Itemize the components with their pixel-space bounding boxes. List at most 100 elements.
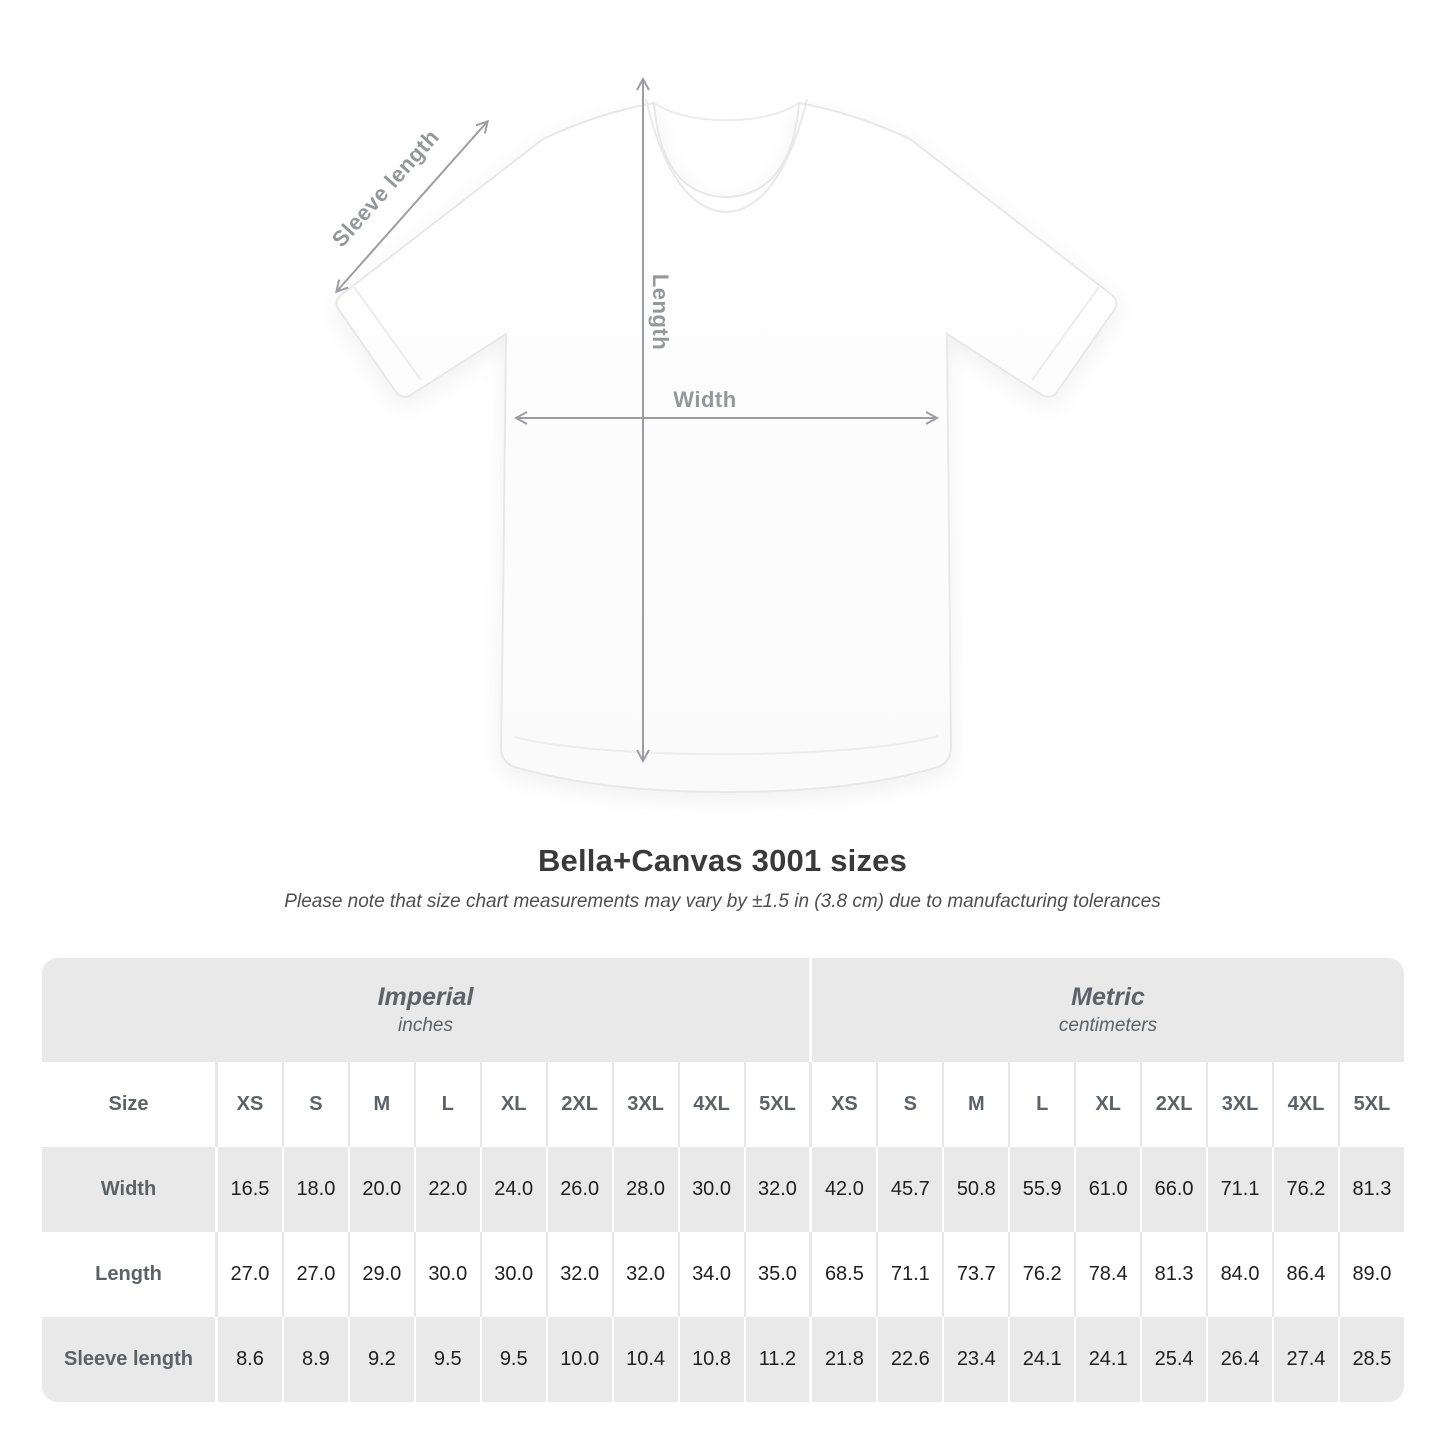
width-label: Width	[673, 387, 736, 412]
back-neck-seam	[653, 102, 800, 122]
value-cell-imperial: 34.0	[677, 1232, 744, 1317]
value-cell-imperial: 10.4	[611, 1317, 678, 1402]
value-cell-metric: 81.3	[1337, 1147, 1404, 1232]
left-cuff-seam	[353, 286, 422, 381]
value-cell-imperial: 30.0	[677, 1147, 744, 1232]
imperial-header: Imperial inches	[42, 958, 812, 1062]
size-chart-table: Imperial inches Metric centimeters Size X…	[42, 958, 1404, 1402]
page-title: Bella+Canvas 3001 sizes	[537, 843, 908, 878]
value-cell-imperial: 11.2	[743, 1317, 810, 1402]
size-corner-header: Size	[108, 1093, 149, 1115]
size-column-header-imperial: M	[347, 1062, 414, 1147]
table-row: Sleeve length 8.6 8.9 9.2 9.5 9.5 10.0 10.4 10.8…	[42, 1317, 1404, 1402]
value-cell-metric: 50.8	[942, 1147, 1008, 1232]
value-cell-imperial: 9.2	[347, 1317, 414, 1402]
size-column-header-metric: 5XL	[1337, 1062, 1404, 1147]
unit-header-row: Imperial inches Metric centimeters	[42, 958, 1404, 1062]
value-cell-metric: 76.2	[1272, 1147, 1338, 1232]
row-label: Length	[95, 1263, 162, 1285]
length-label: Length	[648, 274, 673, 350]
value-cell-metric: 24.1	[1074, 1317, 1140, 1402]
size-column-header-metric: 2XL	[1140, 1062, 1206, 1147]
value-cell-imperial: 20.0	[347, 1147, 414, 1232]
value-cell-imperial: 28.0	[611, 1147, 678, 1232]
row-label: Sleeve length	[64, 1348, 193, 1370]
table-row: Width 16.5 18.0 20.0 22.0 24.0 26.0 28.0 30.0 32.…	[42, 1147, 1404, 1232]
imperial-title: Imperial	[377, 983, 474, 1011]
size-column-header-imperial: 5XL	[743, 1062, 810, 1147]
tshirt-diagram: Sleeve length Length Width	[327, 76, 1118, 794]
size-column-header-imperial: 4XL	[677, 1062, 744, 1147]
hem-seam	[514, 735, 939, 756]
value-cell-imperial: 18.0	[281, 1147, 348, 1232]
size-column-header-imperial: S	[281, 1062, 348, 1147]
right-cuff-seam	[1031, 286, 1100, 381]
value-cell-metric: 78.4	[1074, 1232, 1140, 1317]
tshirt-svg: Sleeve length Length Width	[327, 76, 1118, 794]
value-cell-metric: 68.5	[809, 1232, 876, 1317]
value-cell-metric: 26.4	[1206, 1317, 1272, 1402]
size-column-header-imperial: XL	[479, 1062, 546, 1147]
value-cell-metric: 45.7	[876, 1147, 942, 1232]
value-cell-imperial: 9.5	[413, 1317, 480, 1402]
value-cell-imperial: 29.0	[347, 1232, 414, 1317]
value-cell-imperial: 27.0	[215, 1232, 282, 1317]
size-column-header-metric: L	[1008, 1062, 1074, 1147]
value-cell-metric: 61.0	[1074, 1147, 1140, 1232]
value-cell-imperial: 32.0	[611, 1232, 678, 1317]
value-cell-metric: 24.1	[1008, 1317, 1074, 1402]
size-column-header-imperial: L	[413, 1062, 480, 1147]
value-cell-imperial: 10.0	[545, 1317, 612, 1402]
value-cell-metric: 76.2	[1008, 1232, 1074, 1317]
tolerance-note: Please note that size chart measurements…	[284, 891, 1161, 912]
size-column-header-metric: S	[876, 1062, 942, 1147]
metric-unit: centimeters	[1058, 1015, 1158, 1036]
value-cell-metric: 89.0	[1337, 1232, 1404, 1317]
value-cell-metric: 84.0	[1206, 1232, 1272, 1317]
value-cell-imperial: 16.5	[215, 1147, 282, 1232]
value-cell-metric: 86.4	[1272, 1232, 1338, 1317]
value-cell-metric: 81.3	[1140, 1232, 1206, 1317]
metric-title: Metric	[1071, 983, 1145, 1011]
size-column-header-metric: XL	[1074, 1062, 1140, 1147]
value-cell-imperial: 30.0	[479, 1232, 546, 1317]
value-cell-imperial: 26.0	[545, 1147, 612, 1232]
value-cell-metric: 71.1	[876, 1232, 942, 1317]
value-cell-imperial: 22.0	[413, 1147, 480, 1232]
value-cell-metric: 71.1	[1206, 1147, 1272, 1232]
value-cell-metric: 55.9	[1008, 1147, 1074, 1232]
value-cell-imperial: 10.8	[677, 1317, 744, 1402]
value-cell-metric: 21.8	[809, 1317, 876, 1402]
collar-band	[645, 98, 808, 214]
value-cell-imperial: 35.0	[743, 1232, 810, 1317]
sleeve-length-arrow	[334, 119, 490, 294]
value-cell-imperial: 8.6	[215, 1317, 282, 1402]
table-row: Length 27.0 27.0 29.0 30.0 30.0 32.0 32.0 34.0 35…	[42, 1232, 1404, 1317]
value-cell-metric: 23.4	[942, 1317, 1008, 1402]
size-header-row: Size XS S M L XL 2XL 3XL 4XL 5XL XS S M L XL 2XL 3XL 4XL 5…	[42, 1062, 1404, 1147]
value-cell-imperial: 32.0	[743, 1147, 810, 1232]
size-column-header-metric: XS	[809, 1062, 876, 1147]
size-column-header-imperial: 2XL	[545, 1062, 612, 1147]
metric-header: Metric centimeters	[812, 958, 1404, 1062]
size-column-header-metric: 3XL	[1206, 1062, 1272, 1147]
value-cell-metric: 28.5	[1337, 1317, 1404, 1402]
size-column-header-metric: M	[942, 1062, 1008, 1147]
value-cell-metric: 73.7	[942, 1232, 1008, 1317]
value-cell-imperial: 27.0	[281, 1232, 348, 1317]
value-cell-imperial: 32.0	[545, 1232, 612, 1317]
value-cell-imperial: 24.0	[479, 1147, 546, 1232]
size-column-header-metric: 4XL	[1272, 1062, 1338, 1147]
tshirt-silhouette	[335, 101, 1118, 794]
value-cell-imperial: 30.0	[413, 1232, 480, 1317]
value-cell-metric: 42.0	[809, 1147, 876, 1232]
value-cell-imperial: 8.9	[281, 1317, 348, 1402]
value-cell-metric: 22.6	[876, 1317, 942, 1402]
value-cell-metric: 25.4	[1140, 1317, 1206, 1402]
size-column-header-imperial: XS	[215, 1062, 282, 1147]
table-body: Size XS S M L XL 2XL 3XL 4XL 5XL XS S M L XL 2XL 3XL 4XL 5…	[42, 1062, 1404, 1402]
value-cell-metric: 66.0	[1140, 1147, 1206, 1232]
value-cell-imperial: 9.5	[479, 1317, 546, 1402]
row-label: Width	[100, 1178, 157, 1200]
